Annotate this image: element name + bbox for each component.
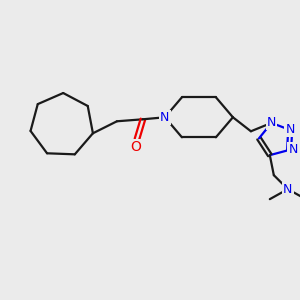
Text: N: N xyxy=(160,111,170,124)
Text: N: N xyxy=(267,116,276,129)
Text: N: N xyxy=(283,183,292,196)
Text: N: N xyxy=(286,122,295,136)
Text: N: N xyxy=(288,143,298,157)
Text: O: O xyxy=(130,140,141,154)
